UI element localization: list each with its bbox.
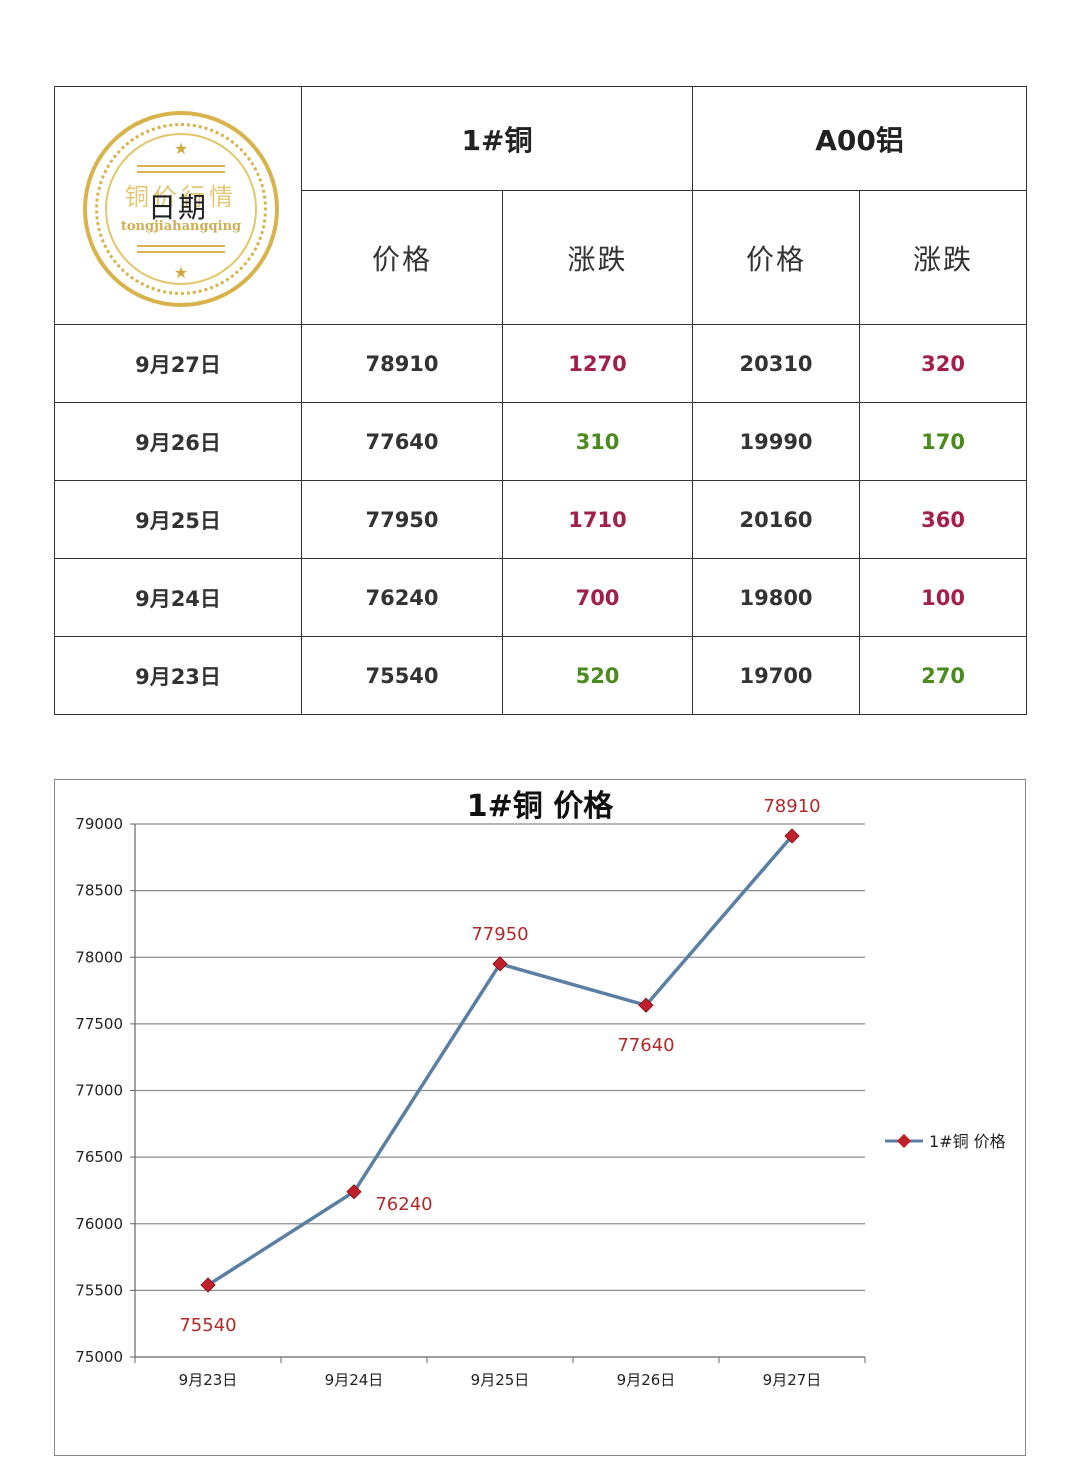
aluminum-change-cell: 270 bbox=[859, 636, 1028, 715]
aluminum-price-header: 价格 bbox=[692, 190, 861, 325]
aluminum-change-cell: 170 bbox=[859, 402, 1028, 481]
y-tick-label: 78000 bbox=[75, 948, 123, 966]
table-row: 9月24日 76240 700 19800 100 bbox=[54, 558, 1028, 637]
aluminum-price-cell: 20310 bbox=[692, 324, 861, 403]
date-header-cell: ★ 铜价行情 tongjiahangqing ★ 日期 bbox=[54, 86, 302, 325]
data-label: 77950 bbox=[471, 924, 528, 945]
copper-group-header: 1#铜 bbox=[300, 86, 694, 191]
aluminum-change-cell: 360 bbox=[859, 480, 1028, 559]
line-chart: 75000 75500 76000 76500 77000 77500 78000 78500… bbox=[75, 789, 1006, 1389]
copper-price-cell: 77640 bbox=[301, 402, 503, 481]
copper-change-cell: 700 bbox=[501, 558, 694, 637]
copper-change-cell: 1270 bbox=[501, 324, 694, 403]
table-row: 9月23日 75540 520 19700 270 bbox=[54, 636, 1028, 715]
date-cell: 9月25日 bbox=[54, 480, 302, 559]
y-tick-label: 75000 bbox=[75, 1348, 123, 1366]
header-row-groups: ★ 铜价行情 tongjiahangqing ★ 日期 1#铜 A00铝 bbox=[54, 86, 1028, 325]
data-point bbox=[492, 956, 508, 972]
copper-change-cell: 520 bbox=[501, 636, 694, 715]
aluminum-change-cell: 320 bbox=[859, 324, 1028, 403]
aluminum-change-cell: 100 bbox=[859, 558, 1028, 637]
x-tick-label: 9月24日 bbox=[325, 1371, 384, 1389]
date-cell: 9月26日 bbox=[54, 402, 302, 481]
date-cell: 9月23日 bbox=[54, 636, 302, 715]
star-icon: ★ bbox=[173, 263, 189, 282]
copper-change-cell: 1710 bbox=[501, 480, 694, 559]
seal-subtitle: tongjiahangqing bbox=[120, 219, 242, 234]
aluminum-group-header: A00铝 bbox=[692, 86, 1028, 191]
copper-change-cell: 310 bbox=[501, 402, 694, 481]
aluminum-price-cell: 19700 bbox=[692, 636, 861, 715]
aluminum-price-cell: 20160 bbox=[692, 480, 861, 559]
aluminum-price-cell: 19800 bbox=[692, 558, 861, 637]
table-row: 9月27日 78910 1270 20310 320 bbox=[54, 324, 1028, 403]
legend-marker bbox=[896, 1133, 912, 1149]
chart-container: 75000 75500 76000 76500 77000 77500 78000 78500… bbox=[54, 779, 1026, 1456]
x-tick-label: 9月25日 bbox=[471, 1371, 530, 1389]
copper-price-cell: 77950 bbox=[301, 480, 503, 559]
header-row-sub: 价格 涨跌 价格 涨跌 bbox=[55, 190, 1028, 325]
chart-title: 1#铜 价格 bbox=[467, 789, 614, 824]
aluminum-change-header: 涨跌 bbox=[859, 190, 1028, 325]
data-point bbox=[200, 1277, 216, 1293]
series-line bbox=[207, 834, 794, 1287]
date-cell: 9月27日 bbox=[54, 324, 302, 403]
seal-logo: ★ 铜价行情 tongjiahangqing ★ bbox=[83, 111, 279, 307]
price-table: ★ 铜价行情 tongjiahangqing ★ 日期 1#铜 A00铝 价格 … bbox=[54, 86, 1028, 715]
data-point bbox=[784, 828, 800, 844]
y-tick-label: 76500 bbox=[75, 1148, 123, 1166]
copper-price-header: 价格 bbox=[301, 190, 503, 325]
table-row: 9月25日 77950 1710 20160 360 bbox=[54, 480, 1028, 559]
copper-price-cell: 75540 bbox=[301, 636, 503, 715]
table-row: 9月26日 77640 310 19990 170 bbox=[54, 402, 1028, 481]
data-point bbox=[638, 997, 654, 1013]
x-tick-label: 9月26日 bbox=[617, 1371, 676, 1389]
y-tick-label: 75500 bbox=[75, 1281, 123, 1299]
copper-price-cell: 78910 bbox=[301, 324, 503, 403]
legend: 1#铜 价格 bbox=[885, 1132, 1006, 1151]
y-tick-label: 76000 bbox=[75, 1215, 123, 1233]
data-label: 78910 bbox=[763, 796, 820, 817]
x-tick-label: 9月27日 bbox=[763, 1371, 822, 1389]
data-label: 77640 bbox=[617, 1035, 674, 1056]
y-tick-label: 77000 bbox=[75, 1082, 123, 1100]
x-tick-label: 9月23日 bbox=[179, 1371, 238, 1389]
date-header: 日期 bbox=[147, 190, 208, 224]
copper-change-header: 涨跌 bbox=[501, 190, 694, 325]
copper-price-cell: 76240 bbox=[301, 558, 503, 637]
y-tick-label: 78500 bbox=[75, 882, 123, 900]
date-cell: 9月24日 bbox=[54, 558, 302, 637]
data-label: 76240 bbox=[375, 1194, 432, 1215]
star-icon: ★ bbox=[173, 139, 189, 158]
y-tick-label: 77500 bbox=[75, 1015, 123, 1033]
seal-title: 铜价行情 bbox=[125, 183, 237, 211]
legend-label: 1#铜 价格 bbox=[929, 1132, 1006, 1151]
y-tick-label: 79000 bbox=[75, 815, 123, 833]
data-point bbox=[346, 1184, 362, 1200]
data-label: 75540 bbox=[179, 1315, 236, 1336]
aluminum-price-cell: 19990 bbox=[692, 402, 861, 481]
